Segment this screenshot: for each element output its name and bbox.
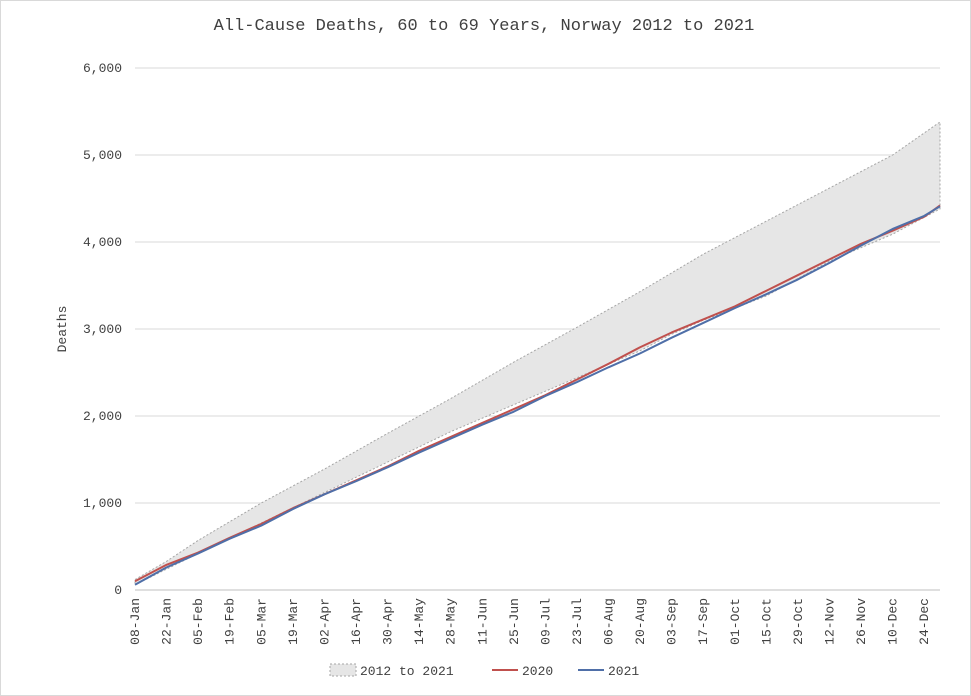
y-axis-label: Deaths [55,306,70,353]
legend: 2012 to 2021 2020 2021 [329,663,639,679]
legend-swatch-band [329,663,357,677]
legend-label-2020: 2020 [522,664,553,679]
chart-title: All-Cause Deaths, 60 to 69 Years, Norway… [214,17,755,36]
x-tick-label: 02-Apr [317,598,332,645]
x-tick-label: 19-Mar [286,598,301,645]
legend-label-2021: 2021 [608,664,639,679]
x-tick-label: 14-May [412,598,427,645]
x-tick-label: 23-Jul [570,598,585,645]
x-tick-label: 03-Sep [665,598,680,645]
x-tick-label: 22-Jan [160,598,175,645]
x-tick-label: 16-Apr [349,598,364,645]
x-tick-label: 25-Jun [507,598,522,645]
x-tick-label: 17-Sep [696,598,711,645]
x-tick-label: 29-Oct [791,598,806,645]
y-tick-label: 1,000 [83,496,122,511]
x-tick-label: 09-Jul [538,598,553,645]
y-tick-label: 5,000 [83,148,122,163]
x-tick-label: 11-Jun [475,598,490,645]
y-axis-ticks: 0 1,000 2,000 3,000 4,000 5,000 6,000 [83,61,122,598]
x-tick-label: 20-Aug [633,598,648,645]
x-axis-ticks: 08-Jan 22-Jan 05-Feb 19-Feb 05-Mar 19-Mar 02-A… [128,598,932,645]
x-tick-label: 26-Nov [854,598,869,645]
x-tick-label: 06-Aug [602,598,617,645]
x-tick-label: 24-Dec [917,598,932,645]
x-tick-label: 08-Jan [128,598,143,645]
x-tick-label: 30-Apr [381,598,396,645]
x-tick-label: 12-Nov [823,598,838,645]
y-tick-label: 0 [114,583,122,598]
band-area [134,120,941,586]
x-tick-label: 28-May [444,598,459,645]
band-2012-to-2021 [134,120,941,586]
y-tick-label: 6,000 [83,61,122,76]
x-tick-label: 10-Dec [886,598,901,645]
legend-label-band: 2012 to 2021 [360,664,454,679]
x-tick-label: 05-Feb [191,598,206,645]
y-tick-label: 4,000 [83,235,122,250]
series-lines [134,204,941,586]
y-tick-label: 2,000 [83,409,122,424]
x-tick-label: 19-Feb [223,598,238,645]
y-tick-label: 3,000 [83,322,122,337]
series-line-2021 [134,205,941,586]
x-tick-label: 05-Mar [254,598,269,645]
x-tick-label: 01-Oct [728,598,743,645]
x-tick-label: 15-Oct [759,598,774,645]
